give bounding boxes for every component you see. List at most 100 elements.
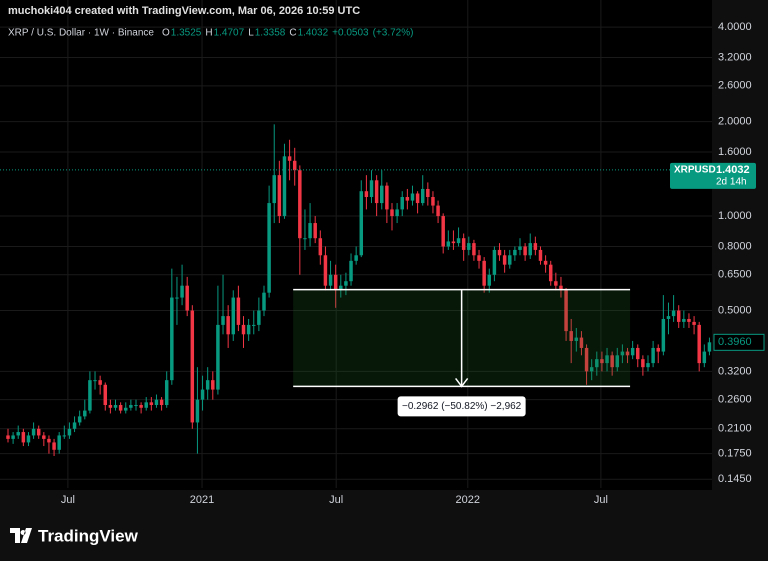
candle-body	[236, 297, 241, 325]
y-tick-label: 0.5000	[718, 304, 752, 316]
y-tick-label: 1.0000	[718, 210, 752, 222]
candle-body	[93, 380, 97, 382]
candle-body	[646, 363, 650, 368]
last-price-countdown: 2d 14h	[716, 177, 747, 188]
candle-body	[349, 260, 353, 282]
y-tick-label: 1.6000	[718, 146, 752, 158]
legend-close: 1.4032	[298, 28, 329, 39]
candle-body	[666, 316, 671, 319]
legend-l-label: L	[248, 28, 254, 39]
candle-body	[446, 241, 451, 247]
candle-body	[620, 351, 625, 356]
candle-body	[303, 238, 307, 240]
candle-body	[390, 209, 394, 217]
candle-body	[190, 310, 195, 423]
candle-body	[492, 249, 497, 275]
candle-body	[513, 249, 517, 256]
candle-body	[584, 347, 589, 372]
candle-body	[77, 416, 82, 423]
candle-body	[36, 428, 41, 436]
legend-low: 1.3358	[255, 28, 286, 39]
candle-body	[405, 197, 410, 201]
candle-body	[282, 156, 287, 217]
y-tick-label: 0.2600	[718, 394, 752, 406]
candle-body	[313, 223, 317, 239]
price-tag-box	[713, 333, 765, 351]
candle-body	[548, 264, 553, 282]
candle-body	[426, 188, 430, 198]
candle-body	[415, 193, 420, 204]
candle-body	[354, 255, 358, 261]
last-price-value: 1.4032	[716, 164, 750, 176]
y-tick-label: 4.0000	[718, 21, 752, 33]
candle-body	[344, 281, 348, 286]
candle-body	[692, 321, 696, 325]
measure-label: −0.2962 (−50.82%) −2,962	[402, 401, 522, 412]
x-tick-label: Jul	[61, 494, 75, 506]
candle-body	[610, 355, 614, 368]
candle-body	[149, 402, 154, 406]
legend-c-label: C	[289, 28, 296, 39]
legend-h-label: H	[205, 28, 212, 39]
candle-body	[221, 316, 225, 325]
candle-body	[707, 342, 712, 352]
candle-body	[195, 399, 200, 423]
candle-body	[559, 285, 563, 291]
candle-body	[175, 297, 179, 299]
candle-body	[267, 203, 271, 293]
candle-body	[497, 249, 502, 256]
candle-body	[420, 188, 425, 204]
candle-body	[180, 285, 184, 298]
candle-body	[62, 435, 67, 437]
candle-body	[185, 285, 189, 311]
candle-body	[323, 255, 328, 286]
y-tick-label: 2.6000	[718, 80, 752, 92]
legend-open: 1.3525	[171, 28, 202, 39]
candle-body	[52, 442, 56, 450]
legend-change-pct: (+3.72%)	[373, 28, 414, 39]
candle-body	[595, 359, 599, 368]
candle-body	[676, 310, 681, 322]
legend-symbol: XRP / U.S. Dollar · 1W · Binance	[8, 28, 154, 39]
candle-body	[298, 170, 302, 239]
candle-body	[292, 160, 297, 171]
candle-body	[487, 274, 492, 286]
candle-body	[523, 246, 527, 256]
candle-body	[11, 435, 15, 439]
candle-body	[308, 223, 312, 239]
candle-body	[687, 318, 691, 322]
last-price-symbol: XRPUSD	[674, 165, 716, 176]
candle-body	[656, 347, 660, 352]
candle-body	[231, 297, 236, 335]
y-tick-label: 0.3200	[718, 365, 752, 377]
candle-body	[702, 351, 707, 364]
candle-body	[477, 255, 481, 261]
candle-body	[467, 243, 471, 250]
candle-body	[671, 310, 676, 317]
candle-body	[339, 285, 343, 291]
header: muchoki404 created with TradingView.com,…	[8, 5, 360, 17]
candle-body	[636, 347, 640, 360]
candle-body	[682, 318, 686, 322]
candle-body	[16, 432, 20, 436]
candle-body	[211, 380, 215, 390]
candle-body	[502, 255, 507, 265]
candle-body	[528, 243, 532, 256]
candle-body	[226, 316, 230, 335]
candle-body	[369, 180, 374, 198]
candle-body	[380, 185, 384, 204]
candle-body	[574, 337, 579, 341]
candle-body	[697, 324, 701, 364]
x-tick-label: 2022	[456, 494, 480, 506]
candle-body	[579, 337, 584, 348]
candle-body	[108, 405, 113, 408]
candle-body	[124, 407, 128, 411]
x-tick-label: Jul	[594, 494, 608, 506]
candle-body	[262, 292, 266, 311]
candle-body	[569, 331, 573, 341]
candle-body	[252, 324, 256, 326]
candle-body	[328, 274, 333, 286]
candle-body	[98, 380, 102, 385]
x-tick-label: Jul	[329, 494, 343, 506]
candle-body	[615, 355, 620, 368]
